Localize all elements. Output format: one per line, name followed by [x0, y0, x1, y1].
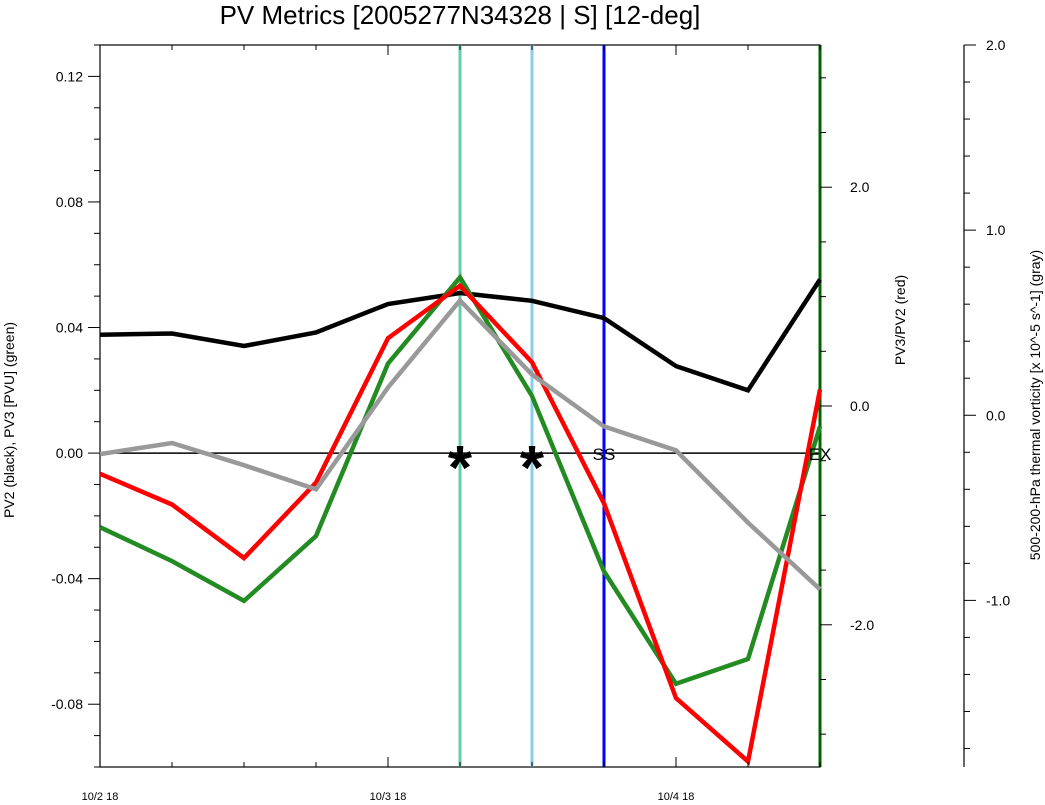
x-tick-label-1: 10/3 18	[370, 791, 407, 803]
series-line-2	[99, 282, 823, 766]
series-line-1	[99, 273, 823, 687]
left-tick-label-0: 0.12	[56, 68, 83, 84]
event-marker-label-2: SS	[593, 445, 616, 464]
far-right-tick-label-3: -1.0	[986, 592, 1010, 608]
left-tick-label-4: -0.04	[51, 571, 83, 587]
event-markers: * * SS EX	[448, 434, 831, 503]
x-tick-label-0: 10/2 18	[82, 791, 119, 803]
right-tick-label-1: 0.0	[850, 398, 870, 414]
series-line-3	[99, 297, 822, 591]
left-axis-label: PV2 (black), PV3 [PVU] (green)	[1, 322, 17, 518]
storm-marker-star-0: *	[448, 434, 473, 503]
right-tick-label-2: -2.0	[850, 617, 874, 633]
right-axis-label: PV3/PV2 (red)	[892, 275, 908, 365]
event-marker-label-3: EX	[809, 445, 832, 464]
far-right-tick-label-0: 2.0	[986, 37, 1006, 53]
series-line-0	[99, 278, 822, 393]
far-right-tick-label-2: 0.0	[986, 407, 1006, 423]
far-right-tick-label-1: 1.0	[986, 222, 1006, 238]
right-tick-label-0: 2.0	[850, 179, 870, 195]
data-series	[99, 273, 823, 766]
left-tick-label-1: 0.08	[56, 194, 83, 210]
left-tick-label-2: 0.04	[56, 320, 83, 336]
left-tick-label-3: 0.00	[56, 445, 83, 461]
chart-title: PV Metrics [2005277N34328 | S] [12-deg]	[220, 0, 701, 30]
storm-marker-star-1: *	[520, 434, 545, 503]
x-tick-label-2: 10/4 18	[658, 791, 695, 803]
far-right-axis-label: 500-200-hPa thermal vorticity [x 10^-5 s…	[1027, 250, 1043, 560]
left-tick-label-5: -0.08	[51, 696, 83, 712]
axes: 10/2 18 10/3 18 10/4 18 0.12 0.08 0.04 0.00 -0.…	[51, 37, 1010, 803]
